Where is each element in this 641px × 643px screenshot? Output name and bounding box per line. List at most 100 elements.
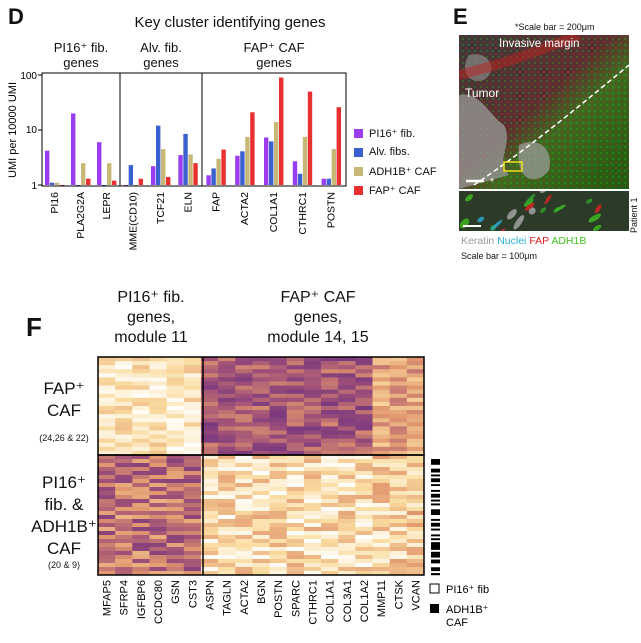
gene-label: MFAP5 (102, 580, 114, 616)
x-tick-label: FAP (210, 192, 222, 212)
bar-chart: 100 10 1 UMI per 10000 UMI PI16 PLA2G2A LE… (7, 71, 347, 250)
bar-acta2-3 (250, 112, 255, 185)
bar-acta2-0 (235, 155, 240, 185)
heatmap-frame-bottom (97, 454, 425, 576)
bar-postn-3 (336, 107, 341, 185)
invasive-margin-line (473, 64, 629, 186)
bar-postn-1 (326, 178, 331, 185)
bar-eln-1 (183, 133, 188, 185)
bar-pi16-1 (50, 182, 55, 185)
microscopy-image: * Invasive margin Tumor (459, 35, 629, 189)
x-tick-label: ACTA2 (239, 192, 251, 225)
legend-adh1b-label: ADH1B⁺ (446, 604, 489, 616)
group-label-alv: Alv. fib. genes (140, 40, 182, 70)
col-head-fap: FAP⁺ CAF genes, module 14, 15 (267, 289, 369, 346)
tumor-region (518, 141, 550, 180)
legend-item: PI16⁺ fib. (354, 127, 415, 140)
x-tick-label: CTHRC1 (297, 192, 309, 235)
bar-lepr-2 (107, 163, 112, 185)
x-tick-label: PI16 (49, 192, 61, 214)
bar-pla2g2a-0 (71, 113, 76, 185)
stain-legend: Keratin Nuclei FAP ADH1B (461, 235, 586, 247)
row-label-pi16-adh1b: PI16⁺ fib. & ADH1B⁺ CAF (31, 473, 97, 558)
bar-cthrc1-0 (292, 161, 298, 185)
bar-fap-3 (221, 149, 226, 185)
scale-note-top: *Scale bar = 200μm (515, 22, 595, 32)
legend-item: Alv. fibs. (354, 146, 410, 158)
row-sub-fap-caf: (24,26 & 22) (39, 433, 89, 443)
x-tick-label: TCF21 (155, 192, 167, 224)
y-tick-label: 10 (26, 125, 38, 136)
x-tick-label: POSTN (326, 192, 338, 228)
bar-tcf21-0 (151, 166, 156, 185)
bar-tcf21-1 (156, 125, 161, 185)
gene-label: COL3A1 (342, 580, 354, 622)
bar-mmecd10-0 (123, 185, 129, 186)
bar-acta2-1 (240, 151, 245, 185)
gene-label: POSTN (273, 580, 285, 618)
bar-col1a1-0 (264, 137, 269, 185)
panel-d-letter: D (8, 4, 24, 29)
bar-fap-0 (206, 175, 211, 185)
bar-pla2g2a-1 (76, 185, 81, 186)
legend-pi16-swatch (429, 583, 440, 594)
adh1b-label: ADH1B (551, 235, 587, 247)
bar-fap-2 (216, 158, 221, 185)
panel-f-letter: F (26, 312, 42, 342)
gene-label: IGFBP6 (136, 580, 148, 619)
panel-d-title: Key cluster identifying genes (134, 14, 326, 31)
y-tick-label: 1 (31, 181, 37, 192)
legend-item: FAP⁺ CAF (354, 184, 421, 197)
col-head-pi16: PI16⁺ fib. genes, module 11 (114, 289, 188, 346)
gene-label: COL1A2 (359, 580, 371, 622)
bar-postn-2 (331, 149, 336, 185)
row-sub-pi16-adh1b: (20 & 9) (47, 560, 80, 570)
gene-label: ACTA2 (239, 580, 251, 615)
bar-mmecd10-1 (128, 165, 134, 185)
bar-col1a1-3 (279, 77, 284, 185)
legend-swatch (354, 147, 363, 157)
bar-pla2g2a-2 (81, 163, 86, 185)
legend-swatch (354, 167, 363, 176)
bar-col1a1-2 (274, 121, 279, 185)
y-tick-label: 100 (20, 71, 37, 82)
gene-label: BGN (256, 580, 268, 604)
gene-label: SFRP4 (119, 580, 131, 615)
bar-acta2-2 (245, 136, 250, 185)
gene-label: CTSK (393, 579, 405, 609)
gene-label: COL1A1 (325, 580, 337, 622)
legend-swatch (354, 129, 363, 138)
bar-pi16-3 (60, 185, 65, 186)
bar-fap-1 (211, 168, 216, 185)
bar-eln-3 (193, 163, 198, 185)
zoom-box (503, 161, 523, 172)
bar-eln-0 (178, 155, 183, 185)
gene-label: VCAN (410, 580, 422, 611)
bar-pi16-2 (55, 182, 60, 185)
legend-adh1b-swatch (430, 604, 439, 613)
legend-adh1b-label-2: CAF (446, 617, 468, 629)
x-tick-label: ELN (182, 192, 194, 212)
legend-item: ADH1B⁺ CAF (354, 165, 437, 178)
gene-label: ASPN (205, 580, 217, 610)
gene-label: TAGLN (222, 580, 234, 616)
bar-lepr-0 (97, 142, 102, 185)
legend-swatch (354, 186, 363, 195)
bar-pi16-0 (45, 150, 50, 185)
group-label-pi16: PI16⁺ fib. genes (53, 40, 109, 70)
gene-label: CTHRC1 (307, 580, 319, 625)
zoomed-image (459, 191, 629, 231)
bar-lepr-3 (112, 180, 117, 185)
bar-col1a1-1 (269, 141, 274, 185)
bar-cthrc1-1 (297, 173, 303, 185)
x-tick-label: MME(CD10) (128, 192, 140, 250)
bar-cthrc1-3 (307, 91, 313, 185)
bar-pla2g2a-3 (86, 178, 91, 185)
x-tick-label: PLA2G2A (75, 192, 87, 239)
tumor-label: Tumor (465, 86, 499, 100)
panel-e-letter: E (453, 4, 468, 29)
svg-text:*: * (490, 177, 494, 188)
gene-label: GSN (170, 580, 182, 604)
x-tick-label: COL1A1 (268, 192, 280, 232)
